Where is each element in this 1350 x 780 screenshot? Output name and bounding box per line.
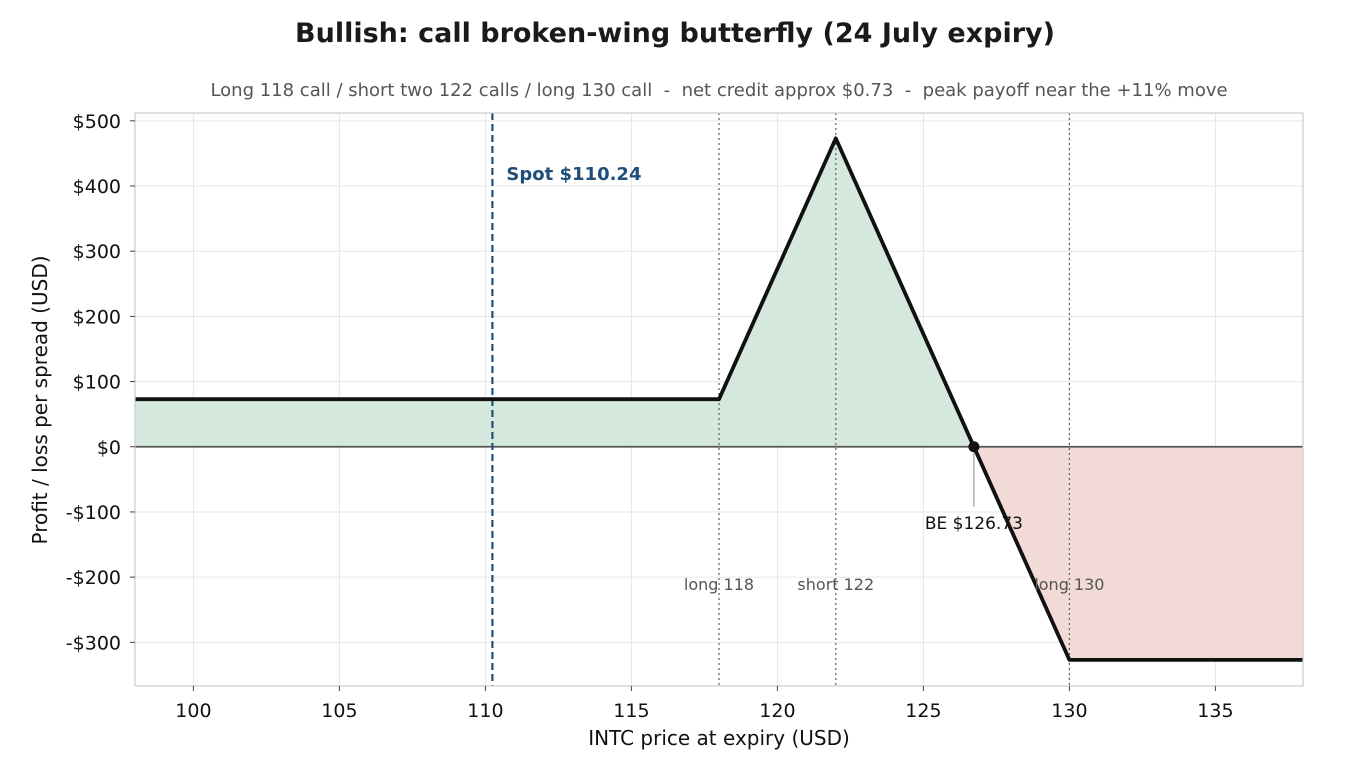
chart-title: Bullish: call broken-wing butterfly (24 … <box>295 18 1055 49</box>
y-tick-label: $400 <box>73 176 121 198</box>
x-tick-label: 120 <box>759 700 795 722</box>
y-tick-label: -$200 <box>66 567 121 589</box>
x-tick-label: 110 <box>467 700 503 722</box>
annotations: BE $126.73 Spot $110.24 long 118 short 122 l… <box>506 164 1104 594</box>
y-tick-label: $0 <box>97 437 121 459</box>
strike-label: long 130 <box>1034 575 1104 594</box>
payoff-fill-areas <box>135 138 1303 660</box>
y-tick-label: $500 <box>73 111 121 133</box>
x-tick-label: 105 <box>321 700 357 722</box>
spot-label: Spot $110.24 <box>506 164 641 185</box>
breakeven-point <box>968 441 980 453</box>
y-tick-label: $200 <box>73 306 121 328</box>
strike-label: long 118 <box>684 575 754 594</box>
y-tick-label: $100 <box>73 372 121 394</box>
x-tick-label: 130 <box>1051 700 1087 722</box>
x-tick-label: 125 <box>905 700 941 722</box>
y-axis-label: Profit / loss per spread (USD) <box>28 255 52 544</box>
chart-subtitle: Long 118 call / short two 122 calls / lo… <box>210 80 1227 101</box>
x-tick-label: 100 <box>175 700 211 722</box>
payoff-line <box>135 136 1303 662</box>
loss-area <box>973 446 1303 660</box>
profit-area <box>135 138 974 447</box>
x-tick-label: 115 <box>613 700 649 722</box>
axes: 100 105 110 115 120 125 130 135 $500 $400 $300 $200… <box>66 111 1304 722</box>
y-tick-label: -$300 <box>66 632 121 654</box>
x-axis-label: INTC price at expiry (USD) <box>588 726 850 750</box>
x-tick-label: 135 <box>1197 700 1233 722</box>
plot-frame <box>134 112 1304 687</box>
y-tick-label: -$100 <box>66 502 121 524</box>
breakeven-label: BE $126.73 <box>925 514 1023 534</box>
payoff-series <box>135 136 1303 662</box>
y-tick-label: $300 <box>73 241 121 263</box>
strike-label: short 122 <box>797 575 874 594</box>
